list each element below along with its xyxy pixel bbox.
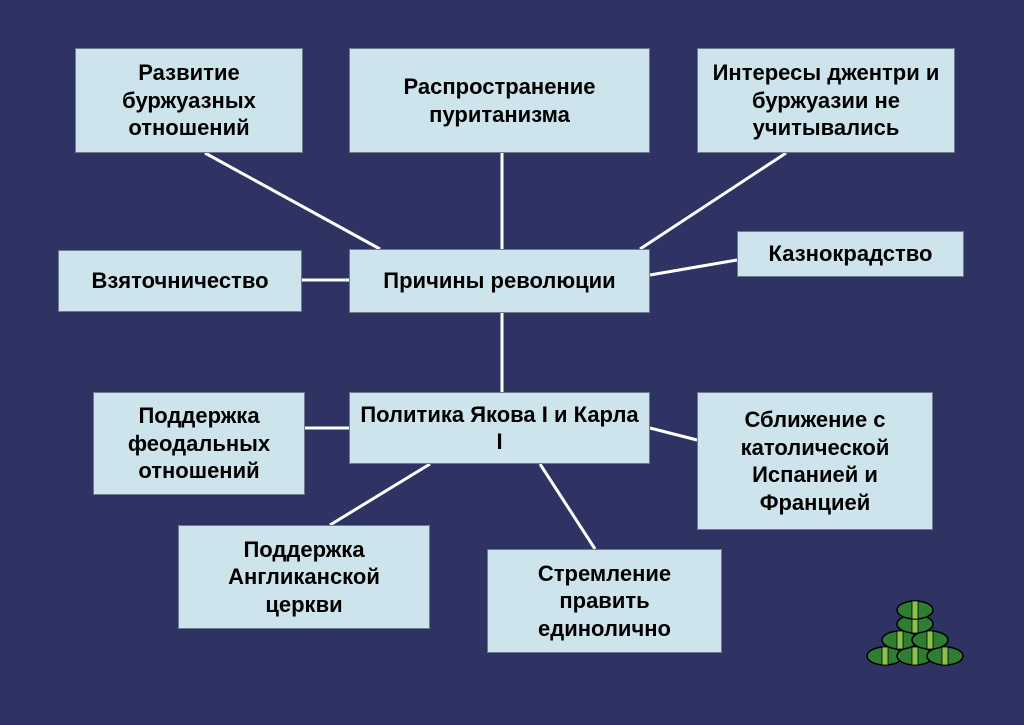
node-bottom_left: Поддержка Англиканской церкви: [178, 525, 430, 629]
edge: [650, 428, 697, 440]
node-label: Взяточничество: [91, 267, 268, 295]
edge: [330, 464, 430, 525]
node-top_left: Развитие буржуазных отношений: [75, 48, 303, 153]
node-low_left: Поддержка феодальных отношений: [93, 392, 305, 495]
node-label: Сближение с католической Испанией и Фран…: [708, 406, 922, 516]
node-label: Казнокрадство: [769, 240, 933, 268]
node-bottom_center: Стремление править единолично: [487, 549, 722, 653]
node-label: Поддержка феодальных отношений: [104, 402, 294, 485]
node-low_right: Сближение с католической Испанией и Фран…: [697, 392, 933, 530]
node-label: Политика Якова I и Карла I: [360, 401, 639, 456]
node-label: Стремление править единолично: [498, 560, 711, 643]
node-center: Причины революции: [349, 249, 650, 313]
node-low_center: Политика Якова I и Карла I: [349, 392, 650, 464]
node-top_center: Распространение пуританизма: [349, 48, 650, 153]
node-label: Интересы джентри и буржуазии не учитывал…: [708, 59, 944, 142]
node-mid_left: Взяточничество: [58, 250, 302, 312]
node-label: Причины революции: [383, 267, 615, 295]
money-stack-icon: [860, 590, 970, 670]
node-top_right: Интересы джентри и буржуазии не учитывал…: [697, 48, 955, 153]
node-label: Развитие буржуазных отношений: [86, 59, 292, 142]
edge: [540, 464, 595, 549]
edge: [205, 153, 380, 249]
node-label: Распространение пуританизма: [360, 73, 639, 128]
edge: [650, 260, 737, 275]
node-label: Поддержка Англиканской церкви: [189, 536, 419, 619]
node-mid_right: Казнокрадство: [737, 231, 964, 277]
